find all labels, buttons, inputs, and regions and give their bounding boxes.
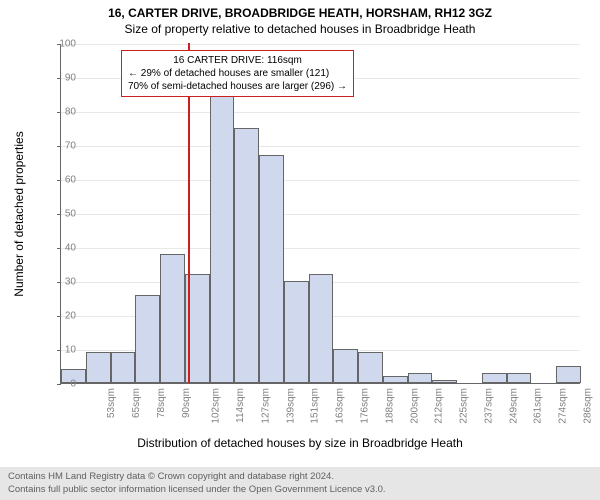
xtick-label: 127sqm — [261, 388, 272, 424]
gridline — [61, 248, 580, 249]
bar — [556, 366, 581, 383]
xtick-label: 225sqm — [459, 388, 470, 424]
footer-attribution: Contains HM Land Registry data © Crown c… — [0, 467, 600, 500]
chart-container: 16, CARTER DRIVE, BROADBRIDGE HEATH, HOR… — [0, 0, 600, 500]
ytick-label: 60 — [46, 175, 76, 186]
ytick-label: 40 — [46, 243, 76, 254]
xtick-label: 102sqm — [211, 388, 222, 424]
ytick-label: 80 — [46, 107, 76, 118]
plot-area: 16 CARTER DRIVE: 116sqm← 29% of detached… — [60, 44, 580, 384]
gridline — [61, 180, 580, 181]
bar — [210, 87, 235, 383]
bar — [135, 295, 160, 383]
ytick-label: 30 — [46, 277, 76, 288]
gridline — [61, 44, 580, 45]
xtick-label: 53sqm — [106, 388, 117, 418]
xtick-label: 65sqm — [131, 388, 142, 418]
footer-line-2: Contains full public sector information … — [8, 484, 592, 496]
xtick-label: 163sqm — [335, 388, 346, 424]
ytick-label: 50 — [46, 209, 76, 220]
xtick-label: 237sqm — [483, 388, 494, 424]
xtick-label: 176sqm — [360, 388, 371, 424]
bar — [111, 352, 136, 383]
bar — [259, 155, 284, 383]
bar — [86, 352, 111, 383]
bar — [432, 380, 457, 383]
bar — [309, 274, 334, 383]
ytick-label: 20 — [46, 311, 76, 322]
xtick-label: 200sqm — [409, 388, 420, 424]
bar — [383, 376, 408, 383]
ytick-label: 0 — [46, 379, 76, 390]
xtick-label: 114sqm — [235, 388, 246, 423]
xtick-label: 261sqm — [533, 388, 544, 424]
xtick-label: 90sqm — [181, 388, 192, 418]
chart-title-main: 16, CARTER DRIVE, BROADBRIDGE HEATH, HOR… — [0, 0, 600, 20]
xtick-label: 286sqm — [582, 388, 593, 424]
ytick-label: 90 — [46, 73, 76, 84]
gridline — [61, 112, 580, 113]
gridline — [61, 214, 580, 215]
bar — [408, 373, 433, 383]
xtick-label: 188sqm — [384, 388, 395, 424]
annotation-line: 70% of semi-detached houses are larger (… — [128, 80, 347, 93]
ytick-label: 70 — [46, 141, 76, 152]
ytick-label: 10 — [46, 345, 76, 356]
bar — [358, 352, 383, 383]
bar — [482, 373, 507, 383]
bar — [234, 128, 259, 383]
xtick-label: 151sqm — [310, 388, 321, 424]
xtick-label: 212sqm — [434, 388, 445, 424]
bar — [284, 281, 309, 383]
xtick-label: 139sqm — [285, 388, 296, 424]
bar — [160, 254, 185, 383]
bar — [333, 349, 358, 383]
bar — [507, 373, 532, 383]
ytick-label: 100 — [46, 39, 76, 50]
x-axis-label: Distribution of detached houses by size … — [0, 436, 600, 450]
annotation-box: 16 CARTER DRIVE: 116sqm← 29% of detached… — [121, 50, 354, 97]
xtick-label: 274sqm — [558, 388, 569, 424]
annotation-line: ← 29% of detached houses are smaller (12… — [128, 67, 347, 80]
gridline — [61, 146, 580, 147]
footer-line-1: Contains HM Land Registry data © Crown c… — [8, 471, 592, 483]
xtick-label: 78sqm — [156, 388, 167, 418]
xtick-label: 249sqm — [508, 388, 519, 424]
chart-title-sub: Size of property relative to detached ho… — [0, 20, 600, 40]
annotation-line: 16 CARTER DRIVE: 116sqm — [128, 54, 347, 67]
